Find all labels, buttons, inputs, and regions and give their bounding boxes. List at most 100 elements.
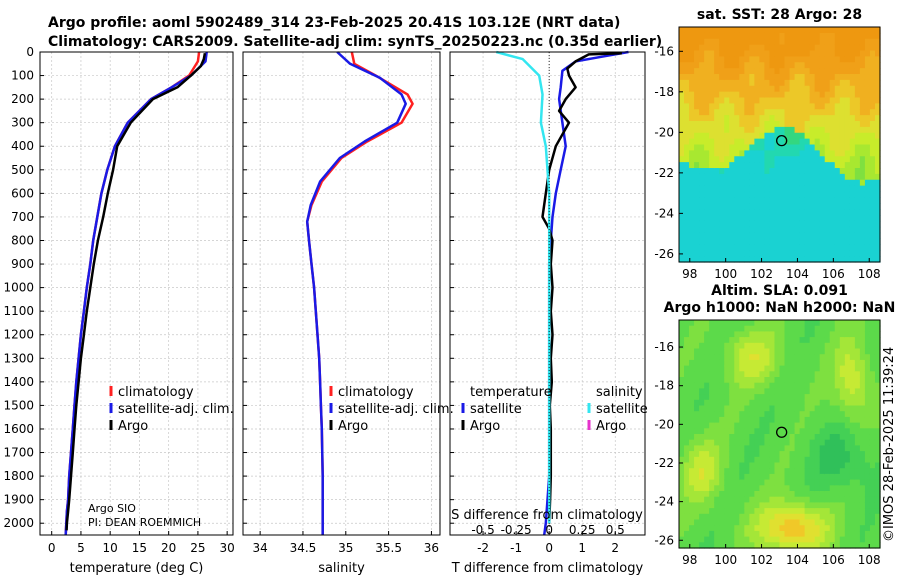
map-cell: [849, 27, 856, 34]
map-cell: [719, 156, 725, 163]
map-cell: [704, 173, 710, 181]
map-cell: [724, 50, 730, 57]
map-cell: [794, 215, 801, 222]
map-cell: [844, 519, 851, 526]
map-cell: [774, 502, 781, 509]
map-cell: [809, 337, 816, 344]
legend-temp-satellite: satellite: [470, 402, 522, 417]
map-cell: [699, 168, 705, 175]
map-cell: [724, 85, 730, 93]
map-cell: [779, 238, 786, 245]
map-cell: [799, 348, 806, 355]
map-cell: [794, 209, 801, 216]
map-cell: [779, 422, 786, 429]
map-cell: [849, 456, 856, 464]
map-cell: [744, 179, 750, 187]
map-cell: [739, 56, 745, 63]
map-cell: [709, 162, 715, 169]
map-cell: [769, 473, 776, 481]
map-cell: [829, 428, 836, 435]
map-cell: [789, 85, 796, 93]
map-cell: [794, 62, 801, 69]
map-cell: [794, 250, 801, 257]
map-cell: [849, 439, 856, 446]
map-cell: [849, 138, 856, 146]
map-cell: [734, 536, 740, 543]
map-cell: [749, 74, 755, 81]
map-cell: [684, 132, 690, 140]
map-cell: [804, 191, 811, 198]
map-cell: [704, 502, 710, 509]
map-cell: [779, 244, 786, 251]
map-cell: [854, 179, 861, 187]
map-cell: [679, 354, 685, 361]
map-cell: [859, 496, 866, 503]
map-cell: [779, 445, 786, 452]
map-cell: [704, 377, 710, 384]
map-cell: [769, 348, 776, 355]
map-cell: [814, 416, 821, 424]
map-cell: [764, 115, 771, 122]
map-cell: [754, 462, 761, 469]
map-cell: [824, 232, 831, 240]
map-cell: [804, 226, 811, 234]
map-cell: [874, 74, 881, 81]
map-cell: [724, 238, 730, 245]
map-cell: [814, 191, 821, 198]
map-cell: [719, 27, 725, 34]
map-cell: [819, 502, 826, 509]
map-cell: [804, 121, 811, 128]
map-cell: [784, 91, 791, 99]
map-cell: [714, 238, 720, 245]
map-cell: [874, 79, 881, 87]
map-cell: [739, 439, 745, 446]
map-cell: [709, 542, 715, 549]
map-cell: [794, 97, 801, 104]
map-cell: [729, 62, 735, 69]
map-cell: [834, 79, 841, 87]
map-cell: [869, 342, 876, 350]
map-cell: [839, 342, 846, 350]
map-cell: [764, 173, 771, 181]
map-cell: [694, 238, 700, 245]
map-cell: [749, 405, 755, 412]
map-cell: [784, 416, 791, 424]
map-cell: [704, 508, 710, 515]
map-cell: [819, 359, 826, 367]
map-cell: [829, 502, 836, 509]
map-cell: [784, 115, 791, 122]
map-cell: [684, 337, 690, 344]
map-cell: [749, 434, 755, 441]
map-cell: [819, 342, 826, 350]
map-cell: [729, 377, 735, 384]
map-cell: [694, 79, 700, 87]
map-cell: [874, 220, 881, 228]
map-cell: [854, 226, 861, 234]
map-cell: [729, 382, 735, 389]
map-cell: [759, 394, 766, 401]
map-cell: [849, 132, 856, 140]
map-cell: [684, 79, 690, 87]
map-cell: [724, 168, 730, 175]
map-cell: [874, 348, 881, 355]
map-cell: [819, 542, 826, 549]
map-cell: [724, 173, 730, 181]
map-cell: [739, 365, 745, 372]
map-cell: [824, 191, 831, 198]
map-cell: [829, 439, 836, 446]
map-cell: [679, 473, 685, 481]
map-cell: [694, 179, 700, 187]
map-cell: [829, 103, 836, 110]
lon-tick-label: 102: [750, 553, 773, 567]
map-cell: [694, 513, 700, 521]
map-cell: [809, 485, 816, 492]
map-cell: [864, 79, 871, 87]
x-tick-label: -2: [477, 541, 489, 555]
map-cell: [724, 331, 730, 338]
map-cell: [769, 38, 776, 46]
map-cell: [779, 485, 786, 492]
map-cell: [769, 203, 776, 210]
map-cell: [804, 32, 811, 40]
map-cell: [844, 394, 851, 401]
map-cell: [749, 342, 755, 350]
